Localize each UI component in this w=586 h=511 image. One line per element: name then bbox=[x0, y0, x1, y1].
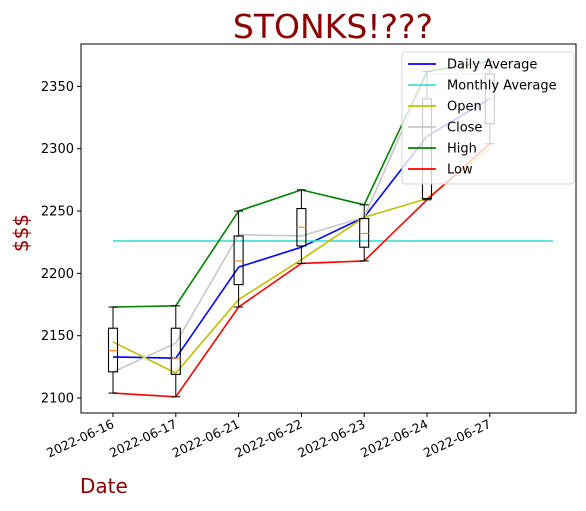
x-tick-label: 2022-06-22 bbox=[232, 416, 304, 460]
chart-title: STONKS!??? bbox=[233, 7, 433, 46]
legend-item-label: Low bbox=[447, 163, 473, 178]
y-tick-label: 2250 bbox=[41, 205, 74, 220]
box-plot-5 bbox=[359, 204, 370, 262]
box-body bbox=[359, 217, 370, 248]
legend-item-label: Open bbox=[447, 100, 482, 115]
y-tick-label: 2350 bbox=[41, 80, 74, 95]
legend-item-label: High bbox=[447, 142, 477, 157]
legend-item-label: Close bbox=[447, 121, 482, 136]
x-tick-label: 2022-06-27 bbox=[421, 416, 493, 460]
axes-frame bbox=[80, 43, 577, 414]
legend-item-label: Daily Average bbox=[447, 58, 537, 73]
legend-item-label: Monthly Average bbox=[447, 79, 557, 94]
legend-frame bbox=[401, 51, 575, 185]
plot-area: 2100215022002250230023502022-06-162022-0… bbox=[41, 43, 577, 460]
y-axis-label: $$$ bbox=[9, 214, 33, 252]
y-tick-label: 2100 bbox=[41, 392, 74, 407]
y-tick-label: 2300 bbox=[41, 142, 74, 157]
box-plot-3 bbox=[233, 210, 244, 308]
box-plot-4 bbox=[296, 189, 307, 264]
y-tick-label: 2150 bbox=[41, 329, 74, 344]
x-tick-label: 2022-06-23 bbox=[295, 416, 367, 460]
box-plot-1 bbox=[107, 306, 119, 394]
box-body bbox=[107, 327, 119, 373]
x-tick-label: 2022-06-24 bbox=[358, 416, 430, 460]
box-plot-2 bbox=[170, 305, 181, 398]
x-axis-label: Date bbox=[80, 474, 128, 498]
box-body bbox=[170, 327, 181, 375]
x-tick-label: 2022-06-21 bbox=[170, 416, 242, 460]
legend: Daily Average Monthly Average Open Close Hig… bbox=[401, 51, 575, 185]
y-tick-label: 2200 bbox=[41, 267, 74, 282]
x-tick-label: 2022-06-17 bbox=[107, 416, 179, 460]
x-tick-label: 2022-06-16 bbox=[44, 416, 116, 460]
box-body bbox=[233, 235, 244, 286]
